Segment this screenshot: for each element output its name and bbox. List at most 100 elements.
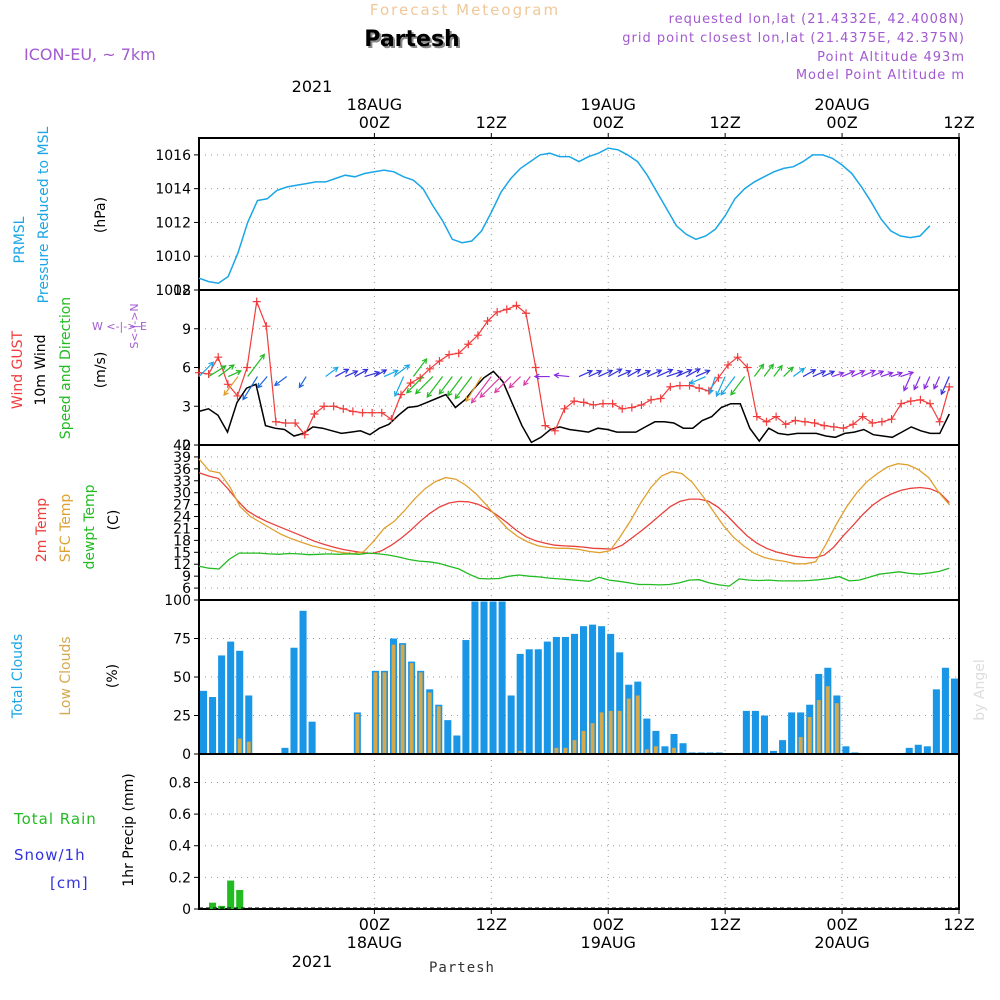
low-cloud-bar	[572, 740, 577, 754]
wind-direction-arrow	[656, 368, 674, 378]
wind-direction-arrow	[783, 366, 794, 377]
wind-direction-arrow	[479, 376, 502, 399]
low-cloud-bar	[554, 747, 559, 754]
panel-frame	[198, 444, 960, 601]
wind-direction-arrow	[812, 370, 827, 378]
wind-gust-marker	[483, 317, 492, 325]
wind-direction-arrow	[578, 369, 594, 378]
wind-gust-marker	[897, 399, 906, 408]
total-cloud-bar	[525, 649, 533, 754]
wind-direction-arrow	[676, 368, 693, 378]
total-cloud-bar	[589, 624, 597, 754]
wind-direction-arrow	[861, 369, 877, 378]
total-cloud-bar	[236, 650, 244, 754]
y-tick-label: 30	[173, 486, 191, 502]
temp-2m-label: 2m Temp	[34, 498, 50, 562]
wind-direction-arrow	[763, 363, 774, 377]
wind-gust-marker	[368, 408, 377, 417]
wind-direction-arrow	[646, 369, 663, 378]
wind-direction-arrow	[685, 368, 701, 378]
location-shadow: Partesh	[366, 29, 461, 54]
credit-watermark: by Angel	[972, 659, 988, 720]
low-cloud-bar	[599, 712, 604, 754]
wind-gust-marker	[608, 399, 617, 408]
total-cloud-bar	[516, 653, 524, 754]
y-tick-label: 27	[173, 498, 191, 514]
wind-direction-arrow	[637, 369, 652, 378]
wind-gust-marker	[262, 322, 271, 331]
rain-bar	[227, 880, 235, 909]
wind-gust-marker	[647, 395, 656, 404]
total-cloud-bar	[480, 601, 488, 754]
wind-direction-arrow	[325, 366, 339, 378]
wind-gust-marker	[512, 301, 521, 310]
panel-frame	[198, 753, 960, 910]
total-cloud-bar	[670, 733, 678, 754]
wind-gust-marker	[589, 400, 598, 409]
wind-direction-arrow	[627, 368, 642, 378]
low-cloud-bar	[373, 672, 378, 754]
wind-gust-marker	[252, 297, 261, 306]
wind-direction-arrow	[256, 376, 268, 389]
total-cloud-bar	[507, 695, 515, 754]
wind-direction-arrow	[903, 376, 911, 392]
total-cloud-bar	[498, 601, 506, 754]
y-tick-label: 9	[182, 569, 191, 585]
top-time-tick-label: 12Z	[943, 113, 974, 132]
bottom-time-tick-label: 12Z	[709, 915, 740, 934]
total-cloud-bar	[245, 695, 253, 754]
y-tick-label: 12	[173, 283, 191, 299]
wind-gust-marker	[781, 420, 790, 429]
low-cloud-bar	[798, 737, 803, 754]
footer-location: Partesh	[429, 960, 495, 976]
wind-gust-marker	[522, 309, 531, 318]
rain-bar	[218, 905, 226, 909]
wind-gust-marker	[425, 364, 434, 373]
total-cloud-bar	[471, 601, 479, 754]
wind-gust-marker	[935, 417, 944, 426]
low-cloud-bar	[834, 703, 839, 754]
wind-gust-marker	[752, 412, 761, 421]
precip-unit: 1hr Precip (mm)	[121, 773, 137, 886]
y-tick-label: 0.4	[169, 839, 191, 855]
top-date-label: 19AUG	[581, 95, 636, 114]
wind-gust-marker	[743, 363, 752, 372]
total-cloud-bar	[950, 678, 958, 754]
low-cloud-bar	[626, 698, 631, 754]
total-cloud-bar	[281, 747, 289, 754]
wind-gust-marker	[733, 353, 742, 362]
top-time-tick-label: 12Z	[709, 113, 740, 132]
temp-sfc-line	[198, 458, 950, 565]
wind-gust-marker	[243, 363, 252, 372]
wind-gust-marker	[762, 417, 771, 426]
pressure-panel: 1008 1010 1012 1014 1016	[155, 137, 960, 299]
low-cloud-bar	[400, 644, 405, 754]
y-tick-label: 0.6	[169, 807, 191, 823]
bottom-date-label: 18AUG	[347, 933, 402, 952]
total-cloud-bar	[489, 601, 497, 754]
wind-direction-arrow	[890, 371, 904, 378]
top-date-label: 20AUG	[814, 95, 869, 114]
wind-direction-arrow	[438, 376, 453, 395]
wind-gust-marker	[358, 408, 367, 417]
wind-gust-marker	[550, 426, 559, 435]
total-cloud-bar	[227, 641, 235, 754]
total-cloud-bar	[534, 649, 542, 754]
wind-direction-arrow	[923, 376, 931, 390]
bottom-year-label: 2021	[292, 952, 333, 971]
wind-direction-arrow	[273, 376, 288, 387]
wind-gust-marker	[223, 380, 232, 389]
pressure-label-full: Pressure Reduced to MSL	[36, 126, 52, 303]
wind-direction-arrow	[841, 370, 856, 378]
low-cloud-bar	[581, 730, 586, 754]
wind-direction-arrow	[344, 370, 359, 378]
wind-direction-arrow	[198, 361, 215, 377]
wind-gust-marker	[416, 373, 425, 382]
low-cloud-bar	[409, 663, 414, 754]
wind-gust-marker	[685, 381, 694, 390]
wind-gust-marker	[666, 382, 675, 391]
wind-direction-arrow	[617, 369, 632, 378]
wind-gust-marker	[396, 390, 405, 399]
wind-direction-arrow	[553, 372, 570, 379]
